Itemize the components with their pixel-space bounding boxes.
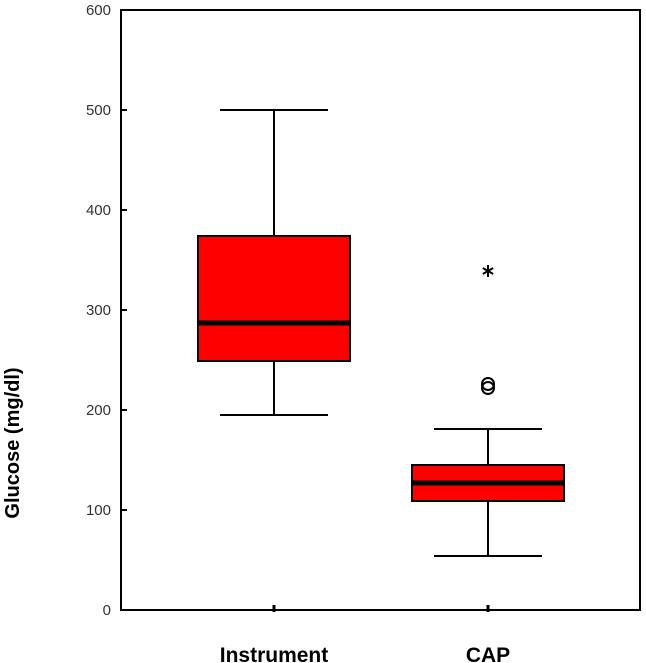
- x-category-label: CAP: [466, 644, 510, 663]
- y-tick-label: 100: [86, 502, 111, 519]
- y-axis-ticks: 0 100 200 300 400 500 600: [86, 2, 127, 619]
- x-axis-ticks: Instrument CAP: [220, 605, 510, 663]
- outlier-point: [481, 381, 495, 395]
- y-tick-label: 300: [86, 302, 111, 319]
- box-instrument: [197, 109, 351, 416]
- y-tick-label: 400: [86, 202, 111, 219]
- extreme-stroke: [482, 267, 494, 275]
- y-tick-label: 200: [86, 402, 111, 419]
- outlier-point: [481, 377, 495, 391]
- box-cap: [411, 265, 565, 557]
- y-tick-label: 600: [86, 2, 111, 19]
- x-category-label: Instrument: [220, 644, 329, 663]
- boxes-group: [197, 109, 565, 557]
- y-axis-title: Glucose (mg/dl): [2, 367, 24, 518]
- extreme-point: [482, 265, 494, 277]
- y-tick-label: 500: [86, 102, 111, 119]
- y-tick-label: 0: [103, 602, 111, 619]
- iqr-box: [197, 235, 351, 362]
